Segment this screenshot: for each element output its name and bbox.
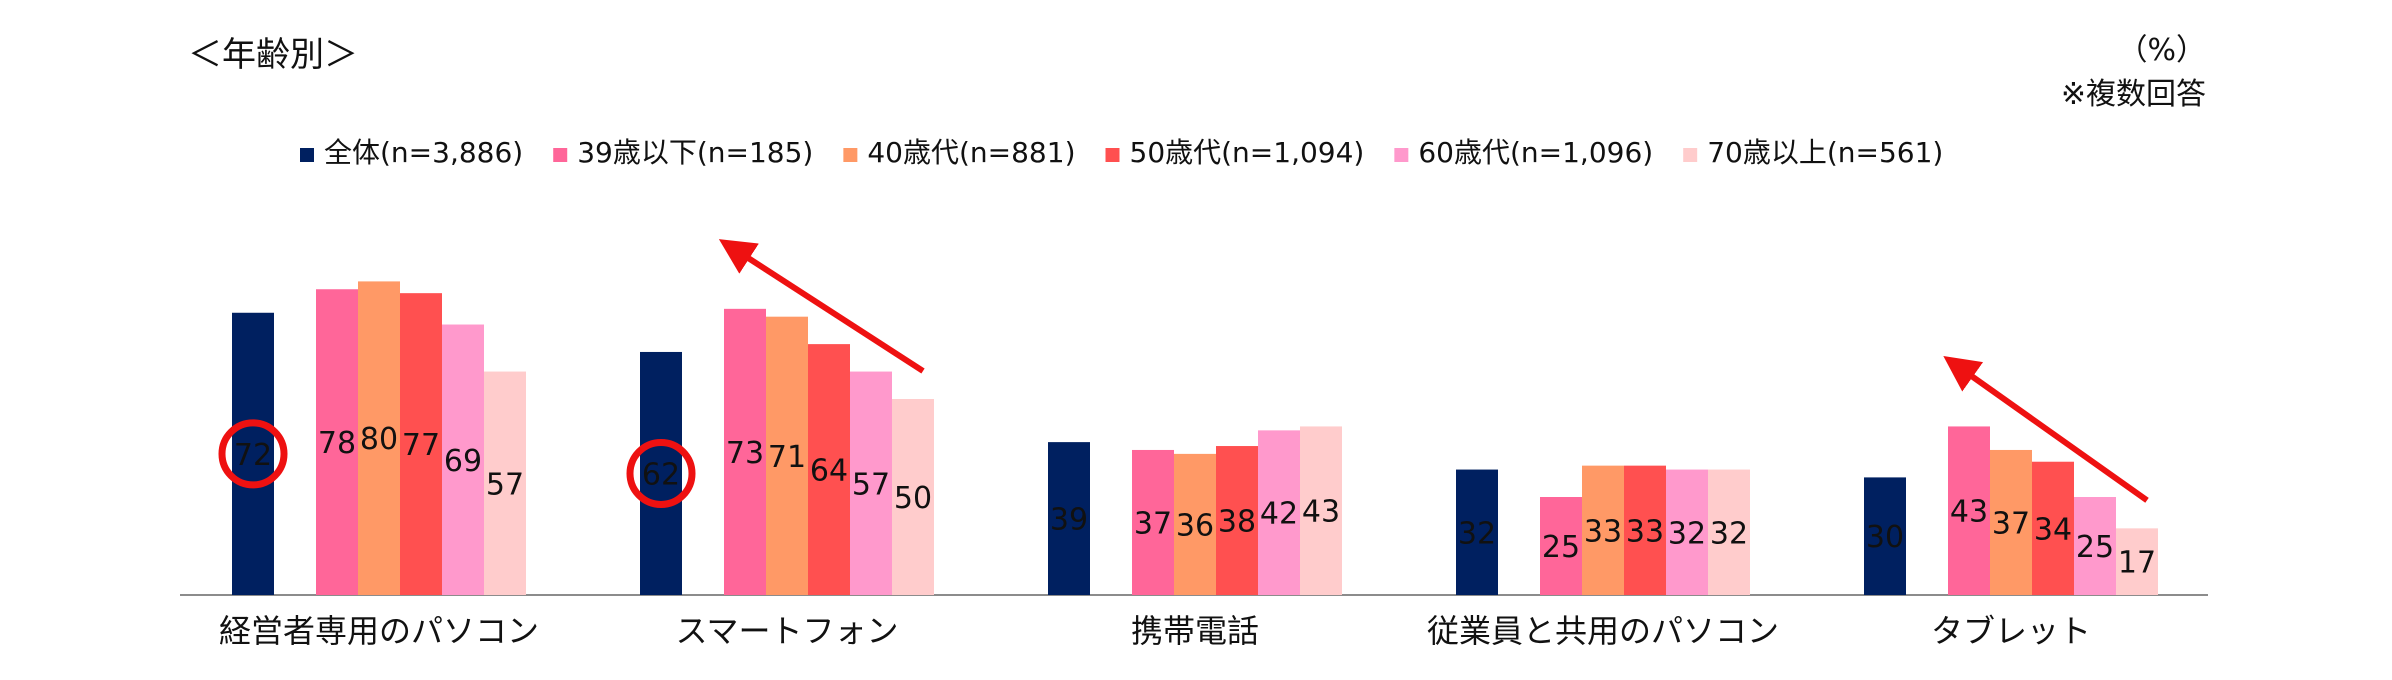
- data-label: 25: [1542, 530, 1580, 565]
- highlight-circle: [626, 438, 696, 508]
- data-label: 69: [444, 444, 482, 479]
- data-label: 37: [1134, 506, 1172, 541]
- legend: 全体(n=3,886) 39歳以下(n=185) 40歳代(n=881) 50歳代(n…: [300, 136, 1943, 169]
- category-label: 従業員と共用のパソコン: [1427, 612, 1779, 650]
- bar: [358, 281, 400, 595]
- data-label: 72: [234, 438, 272, 473]
- legend-entry: 40歳代(n=881): [867, 136, 1075, 169]
- bar: [808, 344, 850, 595]
- data-label: 77: [402, 428, 440, 463]
- bar: [2116, 528, 2158, 595]
- unit-label: （%）: [2117, 33, 2206, 68]
- chart-title: ＜年齢別＞: [188, 35, 358, 75]
- legend-entry: 70歳以上(n=561): [1707, 136, 1943, 169]
- data-label: 57: [486, 467, 524, 502]
- legend-entry: 39歳以下(n=185): [577, 136, 813, 169]
- data-label: 62: [642, 457, 680, 492]
- annotation-layer: [218, 239, 2149, 508]
- legend-swatch: [300, 148, 314, 162]
- data-label: 25: [2076, 530, 2114, 565]
- bar: [1990, 449, 2032, 595]
- legend-entry: 全体(n=3,886): [324, 136, 523, 169]
- data-label: 42: [1260, 497, 1298, 532]
- data-label: 37: [1992, 506, 2030, 541]
- legend-swatch: [1394, 148, 1409, 162]
- bar: [1258, 430, 1300, 595]
- trend-arrow: [1943, 356, 2149, 503]
- data-label: 33: [1584, 514, 1622, 549]
- bar: [850, 371, 892, 595]
- bar: [1456, 469, 1498, 595]
- bar: [316, 289, 358, 595]
- legend-swatch: [553, 148, 568, 162]
- legend-entry: 50歳代(n=1,094): [1130, 136, 1365, 169]
- bar: [766, 316, 808, 595]
- bar: [2032, 461, 2074, 595]
- highlight-circle: [218, 419, 288, 489]
- data-label: 36: [1176, 508, 1214, 543]
- bar: [1666, 469, 1708, 595]
- trend-arrow: [718, 239, 925, 374]
- bar: [724, 308, 766, 595]
- legend-swatch: [1105, 148, 1120, 162]
- data-label: 71: [768, 440, 806, 475]
- category-label: スマートフォン: [675, 612, 898, 650]
- category-label: 経営者専用のパソコン: [219, 612, 539, 650]
- bar: [1300, 426, 1342, 595]
- bar: [400, 293, 442, 595]
- bar: [1582, 465, 1624, 595]
- data-label: 50: [894, 481, 932, 516]
- bar: [1174, 453, 1216, 595]
- data-label: 34: [2034, 512, 2072, 547]
- bar: [484, 371, 526, 595]
- category-label: タブレット: [1931, 612, 2091, 650]
- legend-entry: 60歳代(n=1,096): [1418, 136, 1653, 169]
- data-label: 33: [1626, 514, 1664, 549]
- data-label: 43: [1950, 495, 1988, 530]
- bar: [1708, 469, 1750, 595]
- legend-swatch: [843, 148, 858, 162]
- bar: [1948, 426, 1990, 595]
- bar: [442, 324, 484, 595]
- data-label: 32: [1710, 516, 1748, 551]
- data-label: 38: [1218, 505, 1256, 540]
- note-label: ※複数回答: [2061, 77, 2206, 112]
- bar: [1216, 446, 1258, 595]
- bar: [2074, 497, 2116, 595]
- bar: [640, 351, 682, 595]
- data-label: 57: [852, 467, 890, 502]
- legend-swatch: [1683, 148, 1698, 162]
- data-label: 80: [360, 422, 398, 457]
- bar: [892, 399, 934, 595]
- bar: [1624, 465, 1666, 595]
- data-label: 30: [1866, 520, 1904, 555]
- data-label: 17: [2118, 546, 2156, 581]
- bar: [1132, 449, 1174, 595]
- bar: [1864, 477, 1906, 595]
- data-label: 39: [1050, 503, 1088, 538]
- bar: [1540, 497, 1582, 595]
- data-label: 73: [726, 436, 764, 471]
- data-label: 64: [810, 454, 848, 489]
- data-label: 32: [1458, 516, 1496, 551]
- data-label: 32: [1668, 516, 1706, 551]
- data-label: 78: [318, 426, 356, 461]
- bar: [1048, 442, 1090, 595]
- category-label: 携帯電話: [1131, 612, 1259, 650]
- data-label: 43: [1302, 495, 1340, 530]
- bar: [232, 312, 274, 595]
